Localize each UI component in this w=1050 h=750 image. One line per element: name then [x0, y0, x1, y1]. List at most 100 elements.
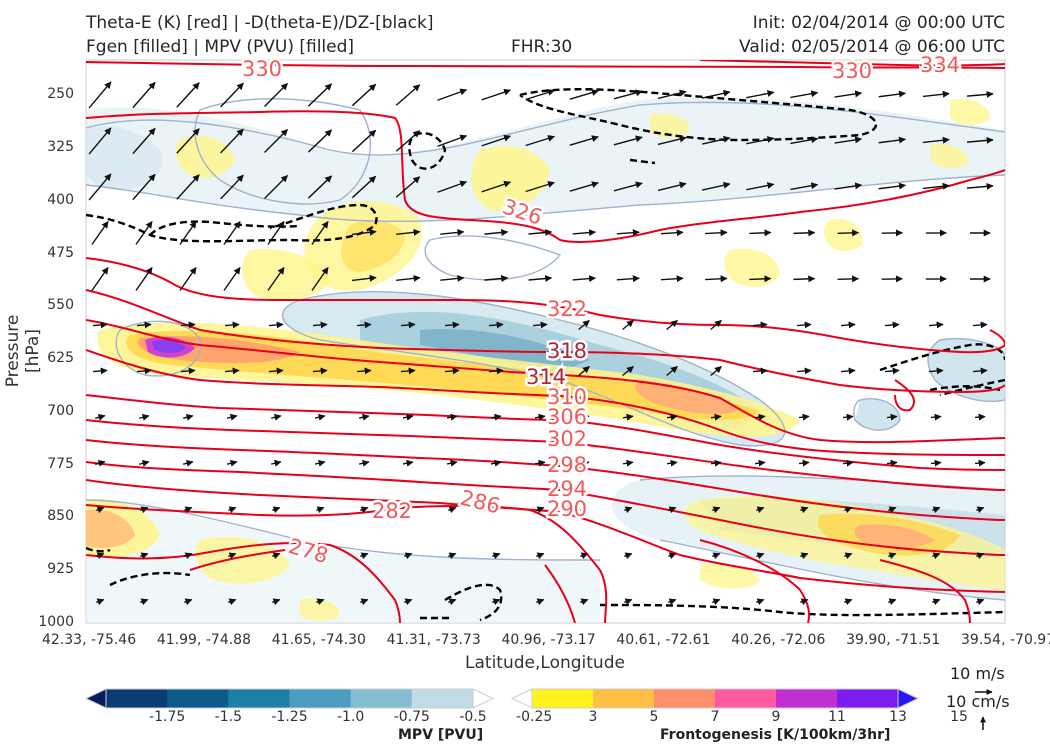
colorbar-tick-label: -1.25 [271, 709, 308, 725]
wind-vector [878, 136, 906, 144]
colorbar-extend-low [510, 688, 533, 709]
colorbar-tick-label: -0.75 [393, 709, 430, 725]
wind-vector [94, 459, 106, 467]
wind-vector [569, 181, 599, 192]
wind-vector [928, 367, 944, 375]
wind-vector [268, 321, 284, 329]
wind-vector [404, 506, 413, 514]
wind-vector [492, 552, 501, 560]
colorbar-segment [167, 689, 229, 708]
colorbar-tick-label: 13 [889, 709, 907, 725]
wind-vector [749, 229, 772, 237]
wind-vector [624, 598, 633, 606]
wind-vector [96, 552, 105, 560]
wind-vector [844, 552, 853, 560]
wind-vector [446, 413, 458, 421]
wind-vector [710, 413, 722, 421]
wind-vector [88, 173, 112, 201]
colorbar-segment [776, 689, 838, 708]
wind-vector [666, 459, 678, 467]
wind-vector [932, 598, 941, 606]
wind-vector [930, 459, 942, 467]
wind-vector [840, 321, 856, 329]
wind-vector [484, 275, 509, 282]
wind-vector [226, 413, 238, 421]
wind-vector [746, 136, 775, 145]
colorbar-extend-high [897, 688, 920, 709]
wind-vector [657, 181, 687, 192]
colorbar-tick-label: 5 [649, 709, 659, 725]
wind-vector [446, 459, 458, 467]
wind-vector [569, 89, 599, 100]
y-tick-label: 700 [47, 402, 74, 419]
wind-vector [270, 459, 282, 467]
wind-vector [624, 552, 633, 560]
wind-vector [616, 275, 640, 283]
wind-vector [314, 459, 326, 467]
wind-vector [888, 552, 897, 560]
colorbar-segment [715, 689, 777, 708]
wind-vector [223, 266, 241, 291]
wind-vector [622, 459, 634, 467]
wind-vector [966, 90, 994, 98]
wind-vector [358, 459, 370, 467]
wind-vector [135, 266, 153, 291]
wind-vector [613, 181, 643, 192]
wind-vector [705, 275, 728, 283]
wind-vector [790, 136, 819, 145]
colorbar-outline [531, 688, 899, 709]
wind-vector [488, 321, 504, 329]
wind-vector [580, 506, 589, 514]
wind-vector [176, 128, 200, 154]
wind-vector [657, 135, 687, 146]
wind-vector [490, 413, 502, 421]
wind-vector [701, 135, 731, 145]
wind-vector [94, 413, 106, 421]
wind-vector [360, 598, 369, 606]
wind-vector [701, 181, 731, 191]
init-time: Init: 02/04/2014 @ 00:00 UTC [752, 13, 1005, 33]
wind-vector [668, 552, 677, 560]
wind-key-horizontal-label: 10 m/s [950, 664, 1005, 683]
wind-vector [272, 552, 281, 560]
wind-vector [351, 175, 377, 199]
wind-vector [228, 552, 237, 560]
y-tick-label: 250 [47, 86, 74, 103]
wind-vector [311, 266, 329, 291]
wind-vector [705, 229, 728, 237]
wind-vector [536, 598, 545, 606]
wind-vector [800, 506, 809, 514]
wind-vector [220, 128, 244, 154]
wind-vector [358, 413, 370, 421]
wind-vector [837, 275, 860, 283]
wind-vector [437, 180, 468, 193]
wind-vector [532, 367, 548, 375]
colorbar-extend-low [84, 688, 107, 709]
wind-vector [396, 274, 421, 282]
wind-vector [798, 413, 810, 421]
wind-vector [622, 365, 634, 377]
wind-vector [974, 413, 986, 421]
wind-vector [922, 136, 950, 144]
wind-vector [932, 552, 941, 560]
wind-vector [712, 552, 721, 560]
x-tick-label: 41.65, -74.30 [271, 632, 366, 648]
y-tick-label: 1000 [38, 614, 74, 630]
wind-vector [492, 506, 501, 514]
theta-e-contour-label: 314 [526, 365, 566, 389]
wind-vector [184, 552, 193, 560]
wind-vector [834, 90, 863, 98]
wind-vector [622, 413, 634, 421]
wind-vector [878, 182, 906, 190]
wind-vector [138, 413, 150, 421]
wind-vector [270, 413, 282, 421]
wind-vector [307, 175, 333, 199]
colorbar-segment [289, 689, 352, 708]
wind-vector [796, 321, 812, 329]
wind-vector [182, 413, 194, 421]
wind-vector [754, 459, 766, 467]
wind-vector [132, 127, 156, 155]
wind-vector [272, 598, 281, 606]
wind-vector [528, 275, 553, 283]
wind-vector [666, 413, 678, 421]
